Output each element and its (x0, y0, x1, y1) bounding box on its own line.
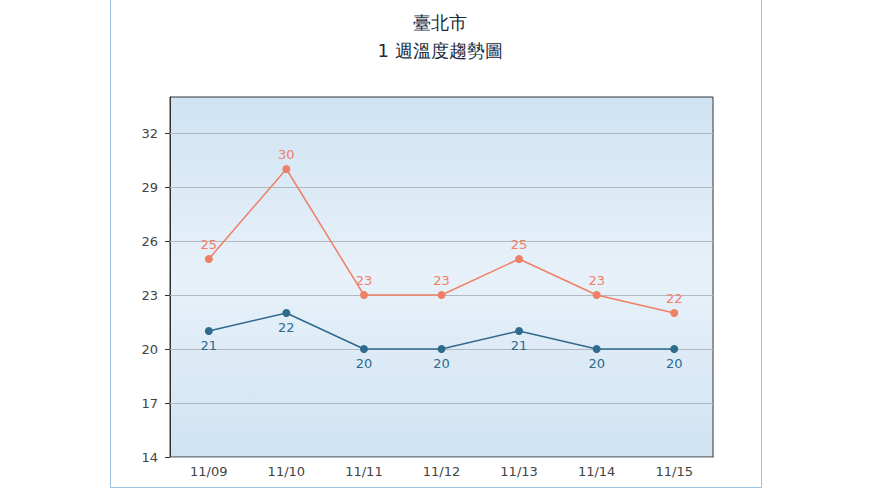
svg-text:14: 14 (141, 450, 158, 465)
svg-text:30: 30 (278, 147, 295, 162)
svg-text:20: 20 (356, 356, 373, 371)
svg-text:25: 25 (201, 237, 218, 252)
svg-text:20: 20 (433, 356, 450, 371)
svg-text:11/11: 11/11 (345, 464, 382, 479)
svg-text:23: 23 (356, 273, 373, 288)
svg-text:32: 32 (141, 126, 158, 141)
svg-text:11/12: 11/12 (423, 464, 460, 479)
svg-text:1 週溫度趨勢圖: 1 週溫度趨勢圖 (377, 40, 502, 61)
svg-text:11/09: 11/09 (190, 464, 227, 479)
svg-text:26: 26 (141, 234, 158, 249)
svg-text:21: 21 (511, 338, 528, 353)
svg-text:25: 25 (511, 237, 528, 252)
svg-text:23: 23 (141, 288, 158, 303)
svg-text:22: 22 (278, 320, 295, 335)
svg-text:11/15: 11/15 (655, 464, 692, 479)
svg-text:11/10: 11/10 (268, 464, 305, 479)
svg-text:23: 23 (433, 273, 450, 288)
svg-text:29: 29 (141, 180, 158, 195)
svg-text:20: 20 (588, 356, 605, 371)
svg-text:17: 17 (141, 396, 158, 411)
svg-text:20: 20 (666, 356, 683, 371)
svg-text:22: 22 (666, 291, 683, 306)
svg-text:11/14: 11/14 (578, 464, 615, 479)
svg-text:臺北市: 臺北市 (413, 12, 467, 33)
svg-text:23: 23 (588, 273, 605, 288)
svg-text:21: 21 (201, 338, 218, 353)
svg-text:20: 20 (141, 342, 158, 357)
svg-text:11/13: 11/13 (500, 464, 537, 479)
